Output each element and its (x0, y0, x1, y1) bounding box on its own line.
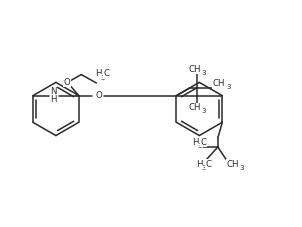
Text: H: H (95, 69, 101, 79)
Text: CH: CH (188, 103, 201, 112)
Text: 3: 3 (198, 143, 202, 149)
Text: 3: 3 (101, 74, 105, 81)
Text: 3: 3 (240, 165, 244, 171)
Text: O: O (64, 78, 70, 86)
Text: N: N (50, 87, 57, 96)
Text: 3: 3 (226, 84, 230, 90)
Text: CH: CH (226, 160, 239, 169)
Text: O: O (95, 91, 102, 100)
Text: 3: 3 (202, 165, 206, 171)
Text: H: H (50, 95, 57, 104)
Text: C: C (205, 160, 211, 169)
Text: 3: 3 (202, 108, 206, 114)
Text: CH: CH (212, 79, 225, 88)
Text: C: C (104, 69, 110, 79)
Text: 3: 3 (202, 70, 206, 76)
Text: H: H (196, 160, 203, 169)
Text: C: C (201, 138, 207, 147)
Text: H: H (192, 138, 199, 147)
Text: CH: CH (188, 65, 201, 74)
